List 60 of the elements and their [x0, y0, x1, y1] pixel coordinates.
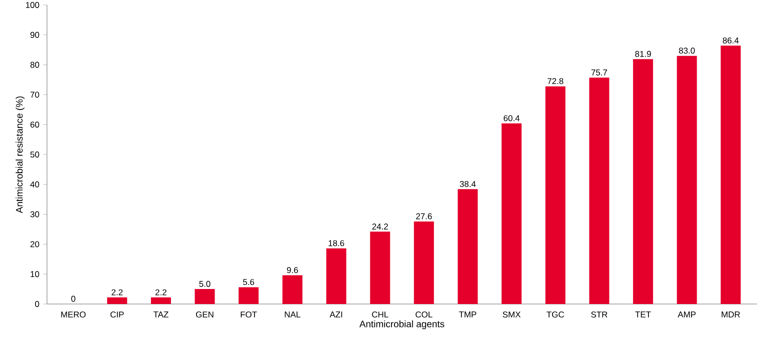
bar [458, 189, 478, 304]
bar [414, 221, 434, 304]
y-tick-label: 70 [30, 92, 40, 98]
bar [326, 248, 346, 304]
bar [238, 287, 259, 304]
y-tick-label: 90 [30, 32, 40, 38]
x-tick-label: TET [635, 312, 651, 318]
x-tick-label: AMP [678, 312, 696, 318]
x-tick-label: SMX [502, 312, 521, 318]
data-label: 9.6 [286, 267, 298, 274]
y-tick-label: 0 [35, 301, 40, 307]
data-label: 75.7 [591, 70, 608, 76]
x-tick-label: CIP [110, 312, 124, 318]
data-label: 24.2 [372, 224, 388, 230]
data-label: 18.6 [328, 240, 344, 246]
bar [720, 46, 741, 304]
x-tick-label: STR [591, 312, 608, 318]
x-tick-label: FOT [240, 312, 257, 318]
bar [676, 56, 697, 304]
x-tick-label: TAZ [153, 312, 168, 318]
bar [633, 59, 654, 304]
y-tick-label: 100 [26, 2, 40, 8]
x-tick-label: COL [416, 312, 432, 318]
data-label: 2.2 [112, 289, 123, 296]
bar [107, 297, 128, 304]
data-label: 60.4 [504, 115, 520, 122]
data-label: 0 [71, 296, 76, 302]
x-tick-label: GEN [196, 312, 214, 318]
x-tick-label: MDR [722, 312, 740, 318]
bar [589, 78, 610, 304]
x-tick-label: TGC [546, 312, 564, 318]
bar [545, 86, 566, 304]
bar [502, 123, 522, 304]
data-label: 72.8 [548, 78, 564, 84]
y-tick-label: 60 [30, 122, 40, 128]
y-tick-label: 30 [30, 211, 40, 218]
x-tick-label: AZI [330, 312, 342, 318]
bar [150, 297, 171, 304]
y-tick-label: 10 [30, 271, 40, 278]
y-tick-label: 50 [30, 152, 40, 158]
data-label: 81.9 [635, 50, 651, 57]
y-tick-label: 80 [30, 62, 40, 68]
x-axis-title: Antimicrobial agents [359, 320, 444, 330]
bar [370, 232, 390, 304]
y-tick-label: 40 [30, 181, 40, 188]
x-tick-label: TMP [458, 312, 476, 318]
data-label: 83.0 [679, 48, 695, 54]
bar [194, 289, 215, 304]
data-label: 38.4 [460, 180, 476, 187]
x-tick-label: NAL [284, 312, 300, 318]
x-tick-label: MERO [61, 312, 86, 318]
data-label: 27.6 [416, 213, 432, 220]
bar [282, 275, 302, 304]
data-label: 5.0 [199, 280, 210, 287]
y-tick-label: 20 [30, 241, 40, 248]
data-label: 2.2 [155, 289, 166, 296]
y-axis-title: Antimicrobial resistance (%) [16, 96, 25, 214]
x-tick-label: CHL [372, 312, 388, 318]
data-label: 5.6 [243, 279, 254, 286]
data-label: 86.4 [722, 37, 739, 44]
